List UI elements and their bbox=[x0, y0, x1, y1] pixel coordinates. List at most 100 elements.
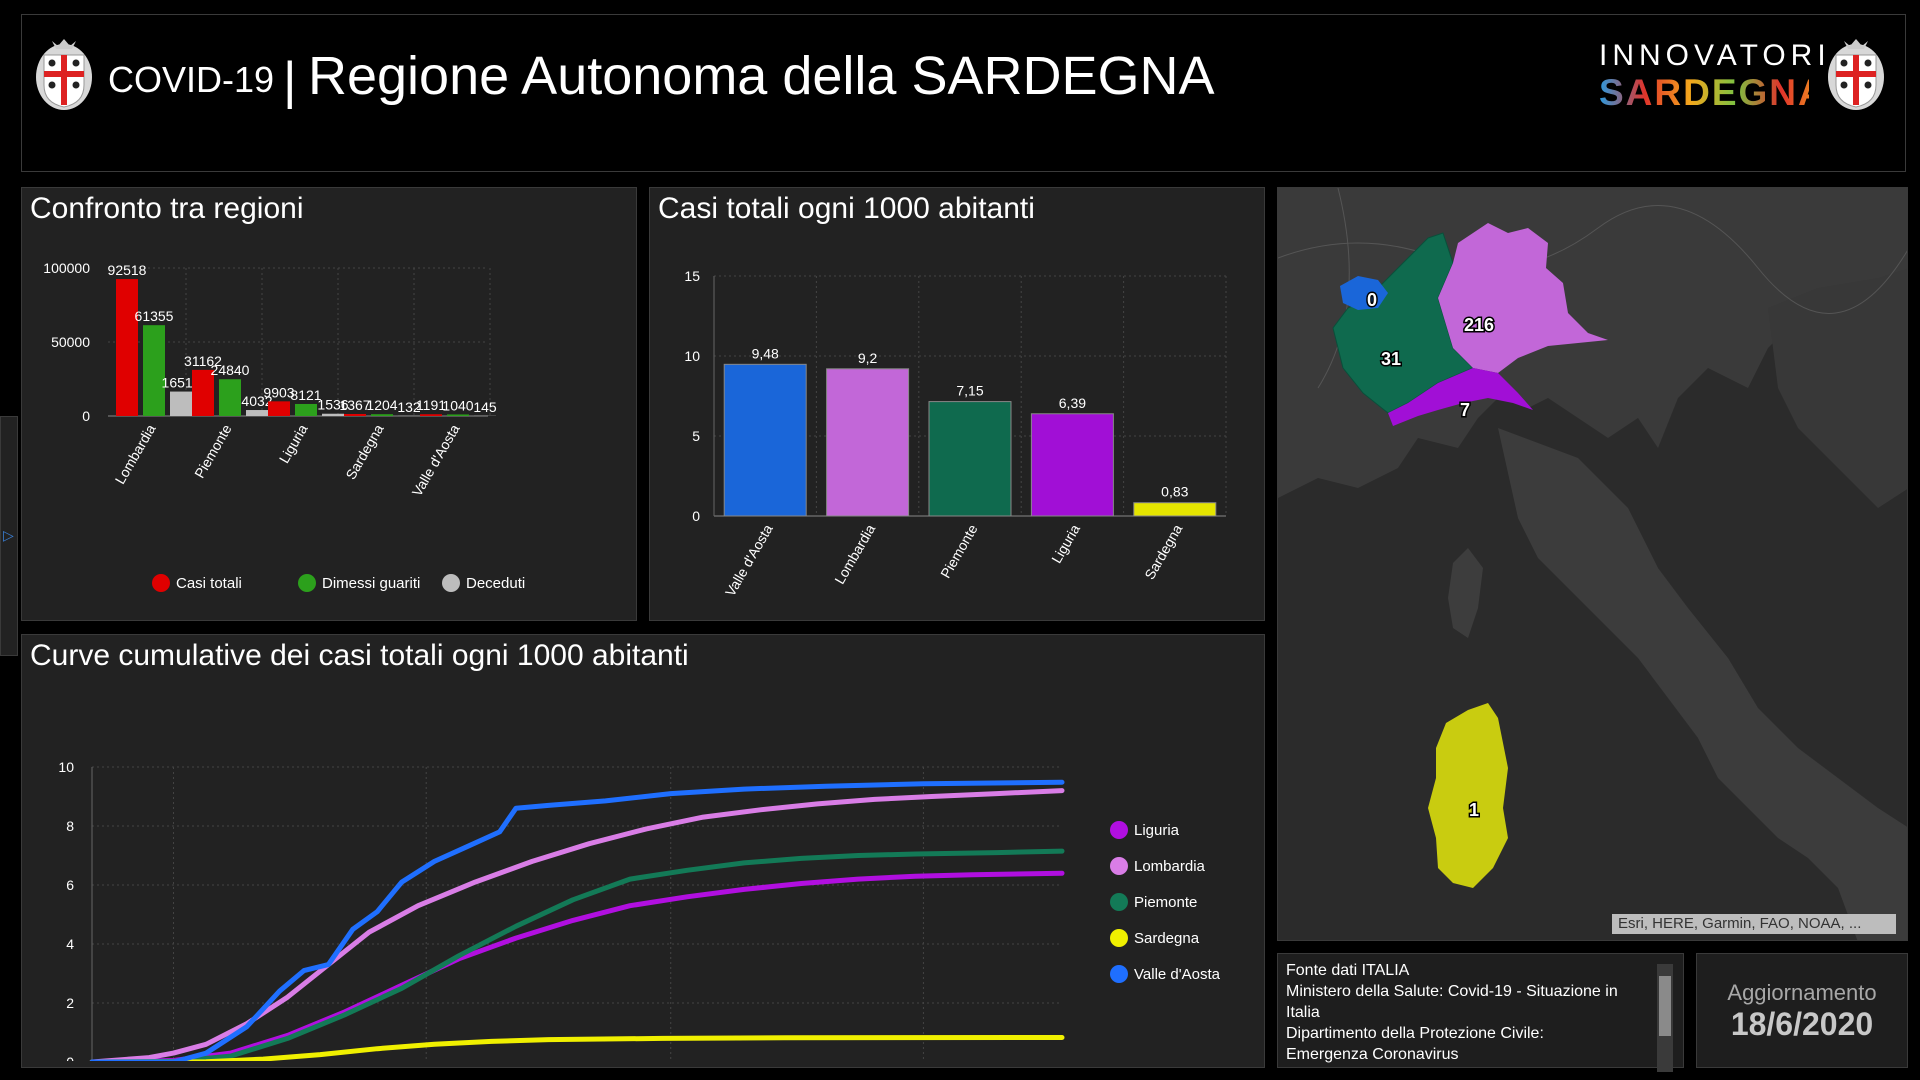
legend-item-valle-d-aosta[interactable]: Valle d'Aosta bbox=[1110, 965, 1220, 983]
region-liguria bbox=[1388, 368, 1533, 426]
bar-dimessi-guariti-liguria bbox=[295, 403, 317, 416]
legend-label-deceduti: Deceduti bbox=[466, 574, 526, 592]
map-attribution[interactable]: Esri, HERE, Garmin, FAO, NOAA, ... bbox=[1612, 914, 1896, 934]
y-tick-label-1: 5 bbox=[692, 428, 700, 444]
x-tick-label-valle-d-aosta: Valle d'Aosta bbox=[409, 421, 463, 499]
bar-label-deceduti-valle-d-aosta: 145 bbox=[473, 399, 497, 415]
bar-sardegna bbox=[1133, 502, 1217, 517]
y-tick-label-1: 2 bbox=[66, 995, 74, 1011]
bar-valle-d-aosta bbox=[723, 363, 807, 517]
source-panel: Fonte dati ITALIA Ministero della Salute… bbox=[1277, 953, 1684, 1072]
legend-label-lombardia: Lombardia bbox=[1134, 857, 1205, 875]
brand-bottom: SARDEGNA bbox=[1599, 72, 1809, 113]
x-tick-label-piemonte: Piemonte bbox=[191, 421, 235, 480]
update-label: Aggiornamento bbox=[1727, 980, 1877, 1005]
side-panel-toggle[interactable]: ▷ bbox=[0, 416, 18, 656]
bar-liguria bbox=[1030, 413, 1114, 517]
regions-bar-chart: 0 50000 100000 92518 61355 16516 Lombardia 3116… bbox=[43, 260, 497, 499]
map-label-lombardia: 216 bbox=[1464, 315, 1494, 335]
source-line-4: Dipartimento della Protezione Civile: bbox=[1286, 1025, 1544, 1042]
per1000-panel-title: Casi totali ogni 1000 abitanti bbox=[658, 192, 1035, 225]
x-tick-label-piemonte: Piemonte bbox=[937, 521, 981, 580]
legend-swatch-sardegna bbox=[1110, 929, 1128, 947]
legend-swatch-valle-d-aosta bbox=[1110, 965, 1128, 983]
legend-swatch-lombardia bbox=[1110, 857, 1128, 875]
bar-dimessi-guariti-sardegna bbox=[371, 414, 393, 416]
bar-label-dimessi-guariti-piemonte: 24840 bbox=[211, 362, 250, 378]
bar-casi-totali-sardegna bbox=[344, 413, 366, 416]
bar-piemonte bbox=[928, 401, 1012, 517]
region-sardegna bbox=[1428, 703, 1508, 888]
bar-dimessi-guariti-piemonte bbox=[219, 379, 241, 416]
legend-item-sardegna[interactable]: Sardegna bbox=[1110, 929, 1199, 947]
per1000-bar-chart: 0 5 10 15 9,48 Valle d'Aosta 9,2 Lombardia 7,15 P… bbox=[684, 268, 1227, 599]
legend-label-liguria: Liguria bbox=[1134, 821, 1180, 839]
legend-swatch-casi-totali bbox=[152, 574, 170, 592]
bar-label-casi-totali-piemonte: 31162 bbox=[184, 353, 222, 369]
bar-label-sardegna: 0,83 bbox=[1161, 484, 1188, 500]
bar-label-dimessi-guariti-valle-d-aosta: 1040 bbox=[442, 397, 473, 413]
bar-dimessi-guariti-lombardia bbox=[143, 325, 165, 416]
bar-label-casi-totali-sardegna: 1367 bbox=[339, 397, 370, 413]
legend-label-valle-d-aosta: Valle d'Aosta bbox=[1134, 965, 1220, 983]
bar-deceduti-liguria bbox=[322, 413, 344, 416]
bar-label-deceduti-piemonte: 4032 bbox=[241, 393, 272, 409]
x-tick-label-valle-d-aosta: Valle d'Aosta bbox=[722, 521, 776, 599]
bar-lombardia bbox=[826, 368, 910, 517]
y-tick-label-3: 15 bbox=[684, 268, 700, 284]
header-bar: COVID-19 | Regione Autonoma della SARDEG… bbox=[21, 14, 1906, 172]
update-date: 18/6/2020 bbox=[1730, 1006, 1874, 1042]
bar-label-deceduti-sardegna: 132 bbox=[397, 399, 421, 415]
map-label-piemonte: 31 bbox=[1381, 349, 1401, 369]
regions-panel-title: Confronto tra regioni bbox=[30, 192, 304, 225]
bar-label-valle-d-aosta: 9,48 bbox=[752, 345, 779, 361]
bar-deceduti-lombardia bbox=[170, 391, 192, 416]
y-tick-label-1: 50000 bbox=[51, 334, 90, 350]
legend-item-lombardia[interactable]: Lombardia bbox=[1110, 857, 1205, 875]
y-tick-label-0: 0 bbox=[66, 1054, 74, 1061]
y-tick-label-5: 10 bbox=[58, 759, 74, 775]
line-lombardia bbox=[89, 788, 1065, 1061]
bar-label-dimessi-guariti-liguria: 8121 bbox=[290, 387, 321, 403]
cumulative-line-chart: 0246810maraprmaggiu bbox=[58, 759, 1065, 1061]
line-liguria bbox=[89, 870, 1065, 1061]
y-tick-label-2: 10 bbox=[684, 348, 700, 364]
legend-item-dimessi-guariti[interactable]: Dimessi guariti bbox=[298, 574, 420, 592]
source-line-1: Fonte dati ITALIA bbox=[1286, 962, 1410, 979]
bar-casi-totali-piemonte bbox=[192, 369, 214, 416]
chevron-right-icon: ▷ bbox=[3, 527, 14, 543]
italy-map[interactable]: 0 31 216 7 1 bbox=[1278, 188, 1908, 941]
bar-label-casi-totali-liguria: 9903 bbox=[263, 384, 294, 400]
x-tick-label-liguria: Liguria bbox=[1048, 521, 1083, 566]
page-title: Regione Autonoma della SARDEGNA bbox=[308, 46, 1215, 106]
map-panel[interactable]: 0 31 216 7 1 Esri, HERE, Garmin, FAO, NOAA, … bbox=[1277, 187, 1908, 941]
title-separator: | bbox=[283, 52, 297, 110]
line-sardegna bbox=[89, 1035, 1065, 1061]
y-tick-label-0: 0 bbox=[692, 508, 700, 524]
bar-label-piemonte: 7,15 bbox=[956, 383, 983, 399]
bar-label-casi-totali-lombardia: 92518 bbox=[108, 262, 147, 278]
y-tick-label-0: 0 bbox=[82, 408, 90, 424]
map-label-liguria: 7 bbox=[1460, 400, 1470, 420]
bar-dimessi-guariti-valle-d-aosta bbox=[447, 414, 469, 416]
region-lombardia bbox=[1438, 223, 1608, 373]
legend-item-casi-totali[interactable]: Casi totali bbox=[152, 574, 242, 592]
bar-label-dimessi-guariti-lombardia: 61355 bbox=[135, 308, 174, 324]
cumulative-panel: Curve cumulative dei casi totali ogni 10… bbox=[21, 634, 1265, 1068]
source-line-5: Emergenza Coronavirus bbox=[1286, 1046, 1459, 1063]
legend-label-piemonte: Piemonte bbox=[1134, 893, 1198, 911]
bar-label-liguria: 6,39 bbox=[1059, 395, 1086, 411]
legend-item-piemonte[interactable]: Piemonte bbox=[1110, 893, 1197, 911]
legend-item-deceduti[interactable]: Deceduti bbox=[442, 574, 525, 592]
brand-logo: SARDEGNA bbox=[1599, 72, 1809, 113]
source-scrollbar-thumb[interactable] bbox=[1659, 976, 1671, 1036]
x-tick-label-liguria: Liguria bbox=[276, 421, 311, 466]
map-label-valle-d-aosta: 0 bbox=[1367, 290, 1377, 310]
x-tick-label-sardegna: Sardegna bbox=[342, 421, 386, 482]
legend-swatch-deceduti bbox=[442, 574, 460, 592]
source-line-3: Italia bbox=[1286, 1004, 1320, 1021]
x-tick-label-lombardia: Lombardia bbox=[831, 521, 878, 586]
legend-item-liguria[interactable]: Liguria bbox=[1110, 821, 1179, 839]
brand-top: INNOVATORI bbox=[1599, 39, 1831, 72]
title-covid: COVID-19 bbox=[108, 59, 275, 100]
